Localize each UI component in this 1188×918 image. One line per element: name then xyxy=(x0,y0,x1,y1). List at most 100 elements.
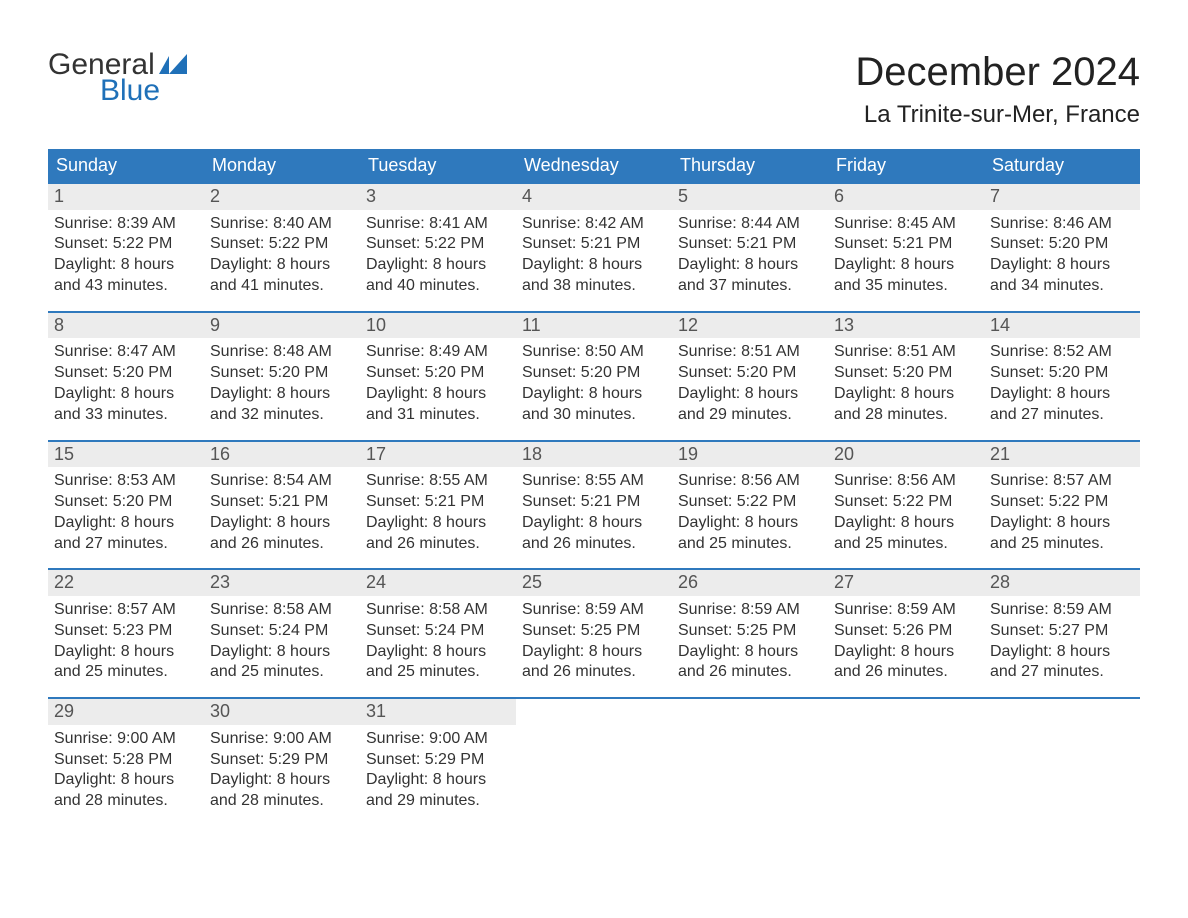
sunset-line: Sunset: 5:24 PM xyxy=(210,621,354,642)
sunset-line: Sunset: 5:20 PM xyxy=(210,363,354,384)
sunset-line: Sunset: 5:21 PM xyxy=(522,234,666,255)
day-cell: 29Sunrise: 9:00 AMSunset: 5:28 PMDayligh… xyxy=(48,699,204,816)
sunrise-line: Sunrise: 8:45 AM xyxy=(834,214,978,235)
day-number: 13 xyxy=(828,313,984,339)
day-number: 2 xyxy=(204,184,360,210)
sunrise-line: Sunrise: 8:42 AM xyxy=(522,214,666,235)
day-number: 24 xyxy=(360,570,516,596)
sunrise-line: Sunrise: 8:50 AM xyxy=(522,342,666,363)
daylight-line-2: and 26 minutes. xyxy=(522,662,666,683)
daylight-line-1: Daylight: 8 hours xyxy=(678,384,822,405)
day-cell: 13Sunrise: 8:51 AMSunset: 5:20 PMDayligh… xyxy=(828,313,984,430)
sunset-line: Sunset: 5:25 PM xyxy=(678,621,822,642)
day-number: 20 xyxy=(828,442,984,468)
sunset-line: Sunset: 5:22 PM xyxy=(990,492,1134,513)
sunrise-line: Sunrise: 8:46 AM xyxy=(990,214,1134,235)
sunset-line: Sunset: 5:21 PM xyxy=(210,492,354,513)
daylight-line-1: Daylight: 8 hours xyxy=(522,642,666,663)
sunrise-line: Sunrise: 8:58 AM xyxy=(210,600,354,621)
sunrise-line: Sunrise: 8:41 AM xyxy=(366,214,510,235)
day-body: Sunrise: 8:59 AMSunset: 5:25 PMDaylight:… xyxy=(516,596,672,683)
day-cell xyxy=(828,699,984,816)
day-body: Sunrise: 8:45 AMSunset: 5:21 PMDaylight:… xyxy=(828,210,984,297)
daylight-line-1: Daylight: 8 hours xyxy=(522,513,666,534)
day-body: Sunrise: 8:51 AMSunset: 5:20 PMDaylight:… xyxy=(672,338,828,425)
daylight-line-2: and 25 minutes. xyxy=(366,662,510,683)
daylight-line-2: and 35 minutes. xyxy=(834,276,978,297)
daylight-line-2: and 34 minutes. xyxy=(990,276,1134,297)
day-number: 28 xyxy=(984,570,1140,596)
day-number: 10 xyxy=(360,313,516,339)
day-cell: 7Sunrise: 8:46 AMSunset: 5:20 PMDaylight… xyxy=(984,184,1140,301)
sunrise-line: Sunrise: 9:00 AM xyxy=(54,729,198,750)
sunrise-line: Sunrise: 8:51 AM xyxy=(834,342,978,363)
day-header-saturday: Saturday xyxy=(984,149,1140,182)
day-cell: 15Sunrise: 8:53 AMSunset: 5:20 PMDayligh… xyxy=(48,442,204,559)
sunset-line: Sunset: 5:20 PM xyxy=(54,363,198,384)
sunset-line: Sunset: 5:21 PM xyxy=(678,234,822,255)
daylight-line-2: and 27 minutes. xyxy=(990,662,1134,683)
daylight-line-2: and 27 minutes. xyxy=(990,405,1134,426)
daylight-line-2: and 27 minutes. xyxy=(54,534,198,555)
daylight-line-1: Daylight: 8 hours xyxy=(366,513,510,534)
day-body: Sunrise: 8:41 AMSunset: 5:22 PMDaylight:… xyxy=(360,210,516,297)
sunset-line: Sunset: 5:28 PM xyxy=(54,750,198,771)
sunset-line: Sunset: 5:25 PM xyxy=(522,621,666,642)
day-cell: 6Sunrise: 8:45 AMSunset: 5:21 PMDaylight… xyxy=(828,184,984,301)
sunrise-line: Sunrise: 8:52 AM xyxy=(990,342,1134,363)
sunset-line: Sunset: 5:22 PM xyxy=(54,234,198,255)
day-cell xyxy=(984,699,1140,816)
sunset-line: Sunset: 5:21 PM xyxy=(366,492,510,513)
sunset-line: Sunset: 5:24 PM xyxy=(366,621,510,642)
day-header-tuesday: Tuesday xyxy=(360,149,516,182)
daylight-line-1: Daylight: 8 hours xyxy=(210,255,354,276)
sunrise-line: Sunrise: 8:59 AM xyxy=(990,600,1134,621)
sunrise-line: Sunrise: 8:55 AM xyxy=(366,471,510,492)
daylight-line-2: and 25 minutes. xyxy=(210,662,354,683)
daylight-line-2: and 31 minutes. xyxy=(366,405,510,426)
sunrise-line: Sunrise: 8:56 AM xyxy=(678,471,822,492)
day-number: 5 xyxy=(672,184,828,210)
day-cell: 26Sunrise: 8:59 AMSunset: 5:25 PMDayligh… xyxy=(672,570,828,687)
sunrise-line: Sunrise: 8:48 AM xyxy=(210,342,354,363)
sunset-line: Sunset: 5:22 PM xyxy=(366,234,510,255)
header: General Blue December 2024 La Trinite-su… xyxy=(48,50,1140,129)
week-row: 15Sunrise: 8:53 AMSunset: 5:20 PMDayligh… xyxy=(48,440,1140,559)
sunset-line: Sunset: 5:22 PM xyxy=(210,234,354,255)
day-number: 29 xyxy=(48,699,204,725)
sunrise-line: Sunrise: 8:49 AM xyxy=(366,342,510,363)
day-body: Sunrise: 8:58 AMSunset: 5:24 PMDaylight:… xyxy=(204,596,360,683)
day-cell: 11Sunrise: 8:50 AMSunset: 5:20 PMDayligh… xyxy=(516,313,672,430)
day-cell: 24Sunrise: 8:58 AMSunset: 5:24 PMDayligh… xyxy=(360,570,516,687)
day-body: Sunrise: 8:57 AMSunset: 5:23 PMDaylight:… xyxy=(48,596,204,683)
daylight-line-2: and 32 minutes. xyxy=(210,405,354,426)
daylight-line-2: and 26 minutes. xyxy=(834,662,978,683)
sunset-line: Sunset: 5:20 PM xyxy=(522,363,666,384)
day-number: 30 xyxy=(204,699,360,725)
location-subtitle: La Trinite-sur-Mer, France xyxy=(855,101,1140,129)
day-cell: 2 Sunrise: 8:40 AMSunset: 5:22 PMDaylight… xyxy=(204,184,360,301)
daylight-line-2: and 33 minutes. xyxy=(54,405,198,426)
day-body: Sunrise: 8:59 AMSunset: 5:25 PMDaylight:… xyxy=(672,596,828,683)
sunset-line: Sunset: 5:22 PM xyxy=(834,492,978,513)
day-cell: 8Sunrise: 8:47 AMSunset: 5:20 PMDaylight… xyxy=(48,313,204,430)
day-cell: 9Sunrise: 8:48 AMSunset: 5:20 PMDaylight… xyxy=(204,313,360,430)
sunset-line: Sunset: 5:21 PM xyxy=(522,492,666,513)
day-number: 9 xyxy=(204,313,360,339)
daylight-line-1: Daylight: 8 hours xyxy=(366,384,510,405)
sunrise-line: Sunrise: 9:00 AM xyxy=(366,729,510,750)
day-header-friday: Friday xyxy=(828,149,984,182)
day-body: Sunrise: 8:44 AMSunset: 5:21 PMDaylight:… xyxy=(672,210,828,297)
daylight-line-2: and 29 minutes. xyxy=(678,405,822,426)
sunrise-line: Sunrise: 8:53 AM xyxy=(54,471,198,492)
day-body: Sunrise: 8:57 AMSunset: 5:22 PMDaylight:… xyxy=(984,467,1140,554)
daylight-line-1: Daylight: 8 hours xyxy=(678,255,822,276)
day-cell: 1Sunrise: 8:39 AMSunset: 5:22 PMDaylight… xyxy=(48,184,204,301)
week-row: 22Sunrise: 8:57 AMSunset: 5:23 PMDayligh… xyxy=(48,568,1140,687)
sunset-line: Sunset: 5:20 PM xyxy=(990,234,1134,255)
day-cell: 16Sunrise: 8:54 AMSunset: 5:21 PMDayligh… xyxy=(204,442,360,559)
sunrise-line: Sunrise: 8:40 AM xyxy=(210,214,354,235)
day-header-row: Sunday Monday Tuesday Wednesday Thursday… xyxy=(48,149,1140,182)
day-number: 12 xyxy=(672,313,828,339)
daylight-line-1: Daylight: 8 hours xyxy=(522,384,666,405)
